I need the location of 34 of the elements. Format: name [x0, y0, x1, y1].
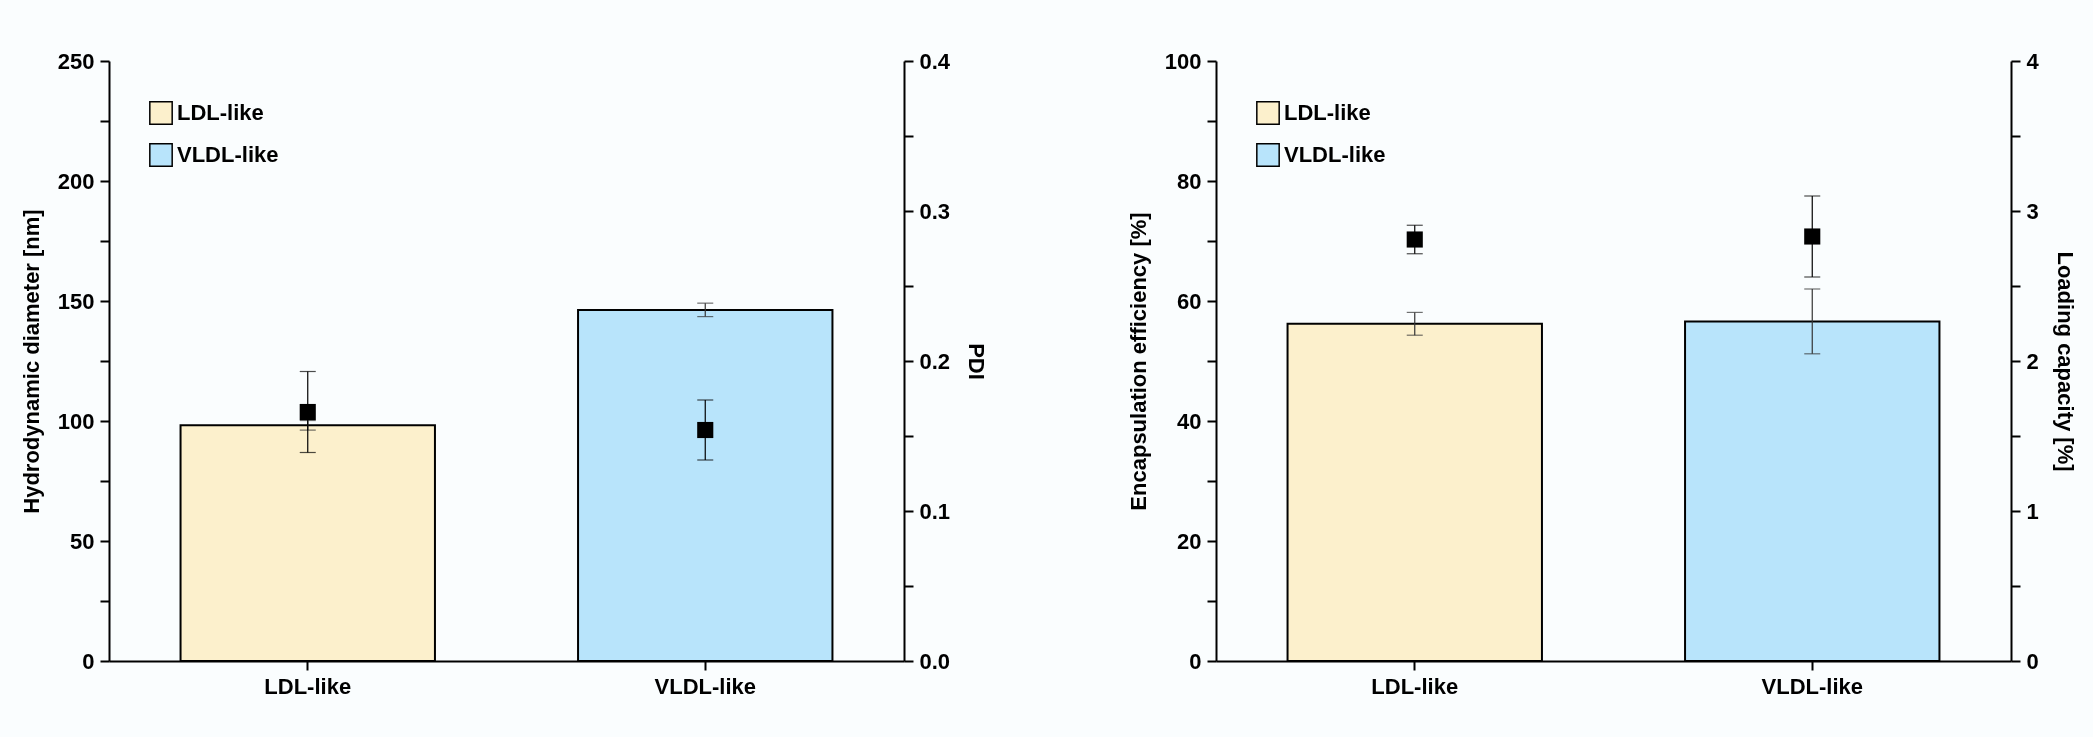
y2-axis-title: PDI	[964, 343, 990, 380]
x-tick-label: LDL-like	[264, 673, 352, 699]
y-tick-label: 150	[57, 288, 95, 314]
y-tick-label: 40	[1177, 408, 1202, 434]
y-tick-label: 20	[1177, 528, 1202, 554]
y2-tick-label: 4	[2026, 48, 2040, 74]
y-tick-label: 50	[70, 528, 95, 554]
y-axis-title: Encapsulation efficiency [%]	[1125, 212, 1151, 511]
y-axis-title: Hydrodynamic diameter [nm]	[18, 209, 44, 514]
y2-tick-label: 0.4	[919, 48, 951, 74]
y2-tick-label: 1	[2026, 498, 2039, 524]
y2-tick-label: 2	[2026, 348, 2039, 374]
y2-tick-label: 0	[2026, 648, 2039, 674]
legend-label: LDL-like	[177, 100, 264, 125]
legend-label: VLDL-like	[177, 142, 279, 167]
legend-label: VLDL-like	[1284, 142, 1386, 167]
y2-axis-title: Loading capacity [%]	[2052, 251, 2078, 472]
y2-tick-label: 0.1	[919, 498, 951, 524]
y2-tick-label: 0.2	[919, 348, 951, 374]
x-tick-label: VLDL-like	[1761, 673, 1863, 699]
y-tick-label: 0	[1189, 648, 1202, 674]
y2-tick-label: 3	[2026, 198, 2039, 224]
y-tick-label: 100	[1164, 48, 1202, 74]
y2-tick-label: 0.3	[919, 198, 951, 224]
y-tick-label: 100	[57, 408, 95, 434]
y2-tick-label: 0.0	[919, 648, 951, 674]
x-tick-label: VLDL-like	[654, 673, 756, 699]
y-tick-label: 60	[1177, 288, 1202, 314]
y-tick-label: 200	[57, 168, 95, 194]
x-tick-label: LDL-like	[1371, 673, 1459, 699]
legend-label: LDL-like	[1284, 100, 1371, 125]
y-tick-label: 80	[1177, 168, 1202, 194]
y-tick-label: 250	[57, 48, 95, 74]
y-tick-label: 0	[82, 648, 95, 674]
